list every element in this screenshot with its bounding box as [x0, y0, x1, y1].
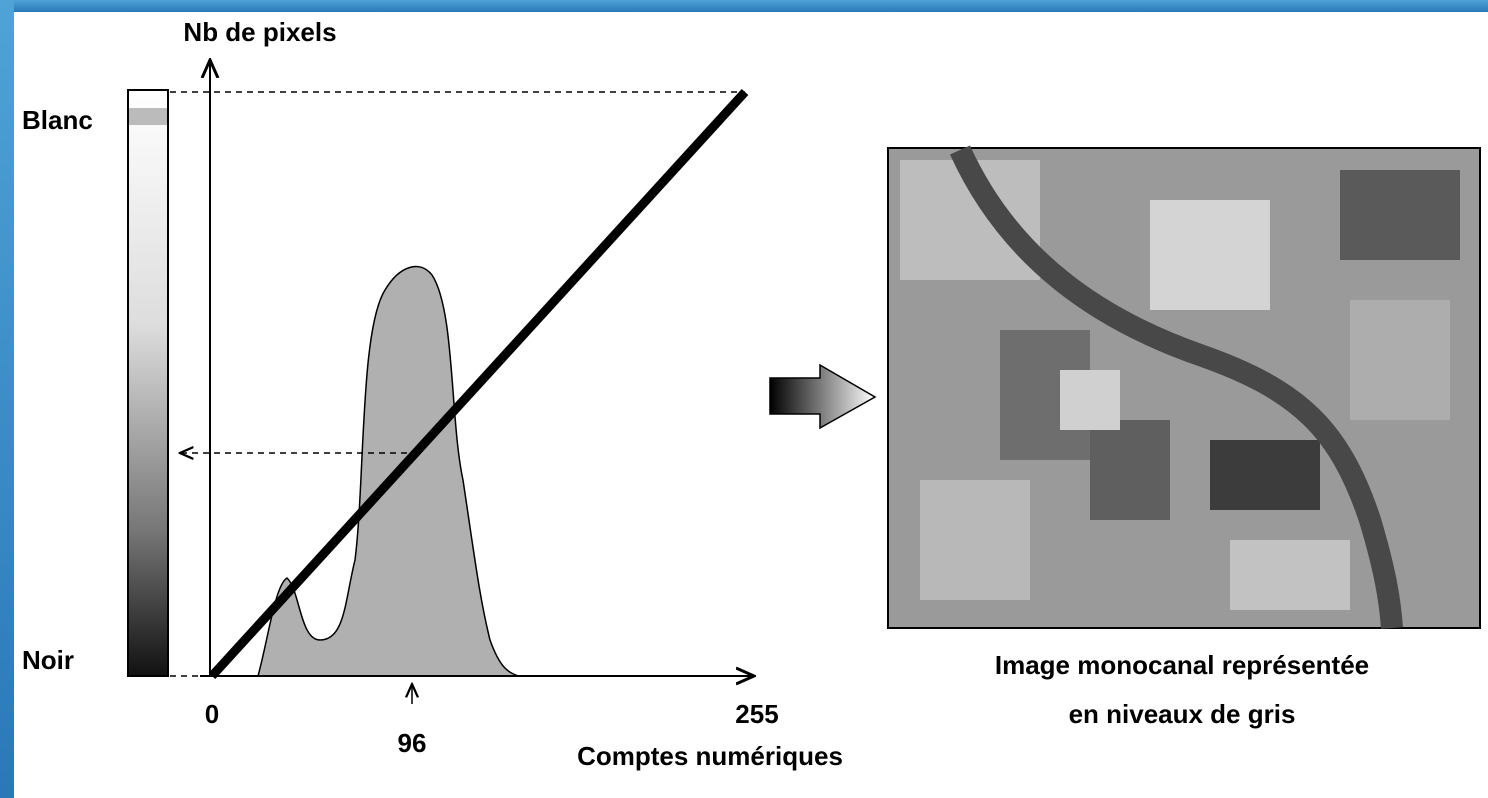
x-axis-label: Comptes numériques — [577, 741, 843, 771]
transform-arrow — [770, 365, 875, 428]
gray-scale — [128, 90, 168, 676]
histogram — [258, 267, 518, 676]
grayscale-image — [888, 148, 1480, 628]
diagram: Nb de pixels Blanc Noir 0 96 255 Comptes… — [0, 0, 1488, 798]
image-caption: Image monocanal représentée — [995, 650, 1369, 680]
x-tick-label: 96 — [398, 728, 427, 758]
page: {"diagram": { "y_axis_label": "Nb de pix… — [0, 0, 1488, 798]
x-tick-label: 255 — [735, 699, 778, 729]
scale-top-label: Blanc — [22, 105, 93, 135]
scale-highlight — [129, 108, 167, 125]
x-tick-label: 0 — [205, 699, 219, 729]
scale-bottom-label: Noir — [22, 645, 74, 675]
frame-left — [0, 0, 14, 798]
frame-top — [0, 0, 1488, 12]
image-caption: en niveaux de gris — [1069, 699, 1296, 729]
y-axis-label: Nb de pixels — [183, 17, 336, 47]
